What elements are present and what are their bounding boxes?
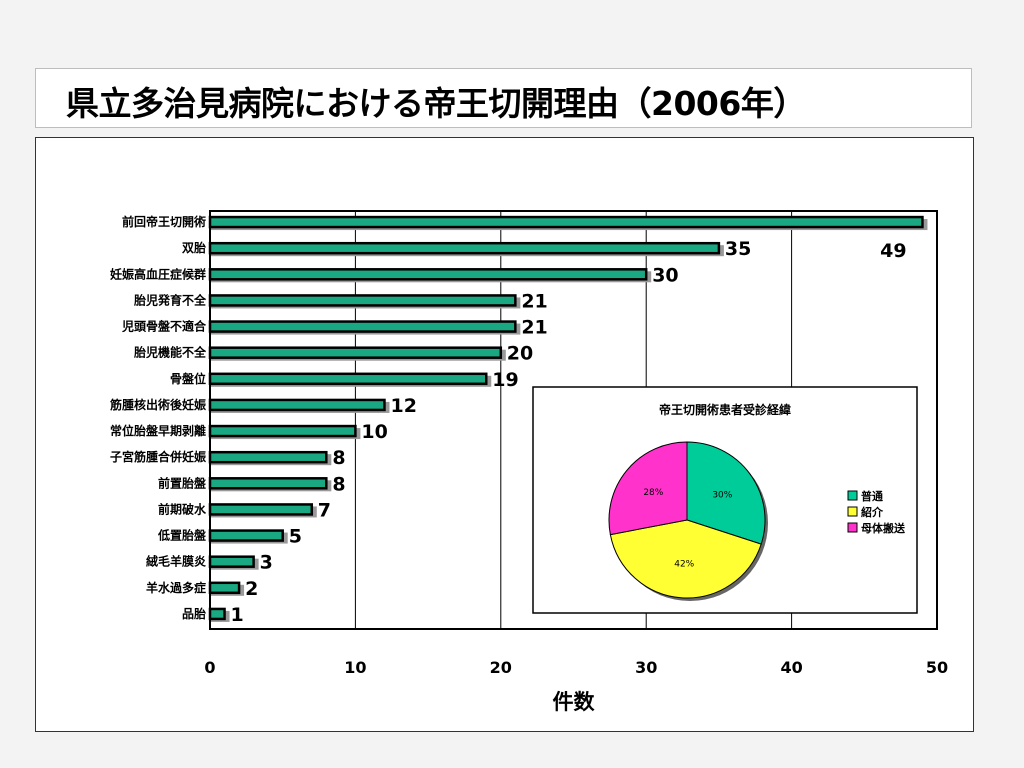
data-label: 19 bbox=[492, 369, 518, 391]
bar bbox=[208, 268, 648, 281]
x-tick-label: 0 bbox=[204, 658, 215, 677]
bar bbox=[208, 503, 314, 516]
category-label: 絨毛羊膜炎 bbox=[146, 554, 206, 569]
legend-swatch bbox=[847, 490, 858, 501]
bar bbox=[208, 241, 721, 255]
category-label: 子宮筋腫合併妊娠 bbox=[110, 449, 207, 464]
data-label: 8 bbox=[332, 473, 345, 495]
bar bbox=[208, 581, 241, 595]
pie-value-label: 30% bbox=[712, 490, 732, 500]
bar bbox=[208, 477, 328, 490]
pie-slice bbox=[608, 441, 688, 536]
legend-swatch bbox=[847, 506, 858, 517]
category-label: 前置胎盤 bbox=[158, 475, 207, 490]
data-label: 3 bbox=[260, 552, 273, 574]
category-label: 胎児発育不全 bbox=[134, 292, 207, 307]
slide-title-box: 県立多治見病院における帝王切開理由（2006年） bbox=[35, 68, 972, 128]
data-label: 2 bbox=[245, 578, 258, 600]
category-label: 筋腫核出術後妊娠 bbox=[109, 397, 207, 412]
chart-canvas: 0 10 20 30 40 50 前回帝王切開術 49 双胎 35 妊娠高血圧症候群 30 胎児発育不全… bbox=[109, 210, 948, 714]
bar bbox=[208, 372, 488, 386]
bar bbox=[208, 424, 357, 438]
category-label: 羊水過多症 bbox=[146, 580, 206, 595]
pie-slice bbox=[686, 441, 766, 545]
data-label: 21 bbox=[521, 317, 547, 339]
x-tick-label: 20 bbox=[490, 658, 512, 677]
x-tick-label: 10 bbox=[344, 658, 366, 677]
legend-label: 紹介 bbox=[861, 505, 884, 519]
category-label: 前回帝王切開術 bbox=[122, 214, 206, 229]
legend-label: 母体搬送 bbox=[861, 521, 906, 535]
bar bbox=[208, 215, 924, 229]
data-label: 7 bbox=[318, 499, 331, 521]
legend-label: 普通 bbox=[861, 489, 883, 503]
data-label: 1 bbox=[231, 604, 244, 626]
bar bbox=[208, 555, 255, 568]
pie-value-label: 28% bbox=[643, 488, 663, 498]
category-label: 妊娠高血圧症候群 bbox=[110, 266, 206, 281]
data-label: 10 bbox=[361, 421, 387, 443]
data-label: 49 bbox=[880, 240, 906, 262]
x-tick-label: 40 bbox=[780, 658, 802, 677]
x-tick-label: 30 bbox=[635, 658, 657, 677]
data-label: 8 bbox=[332, 447, 345, 469]
pie-value-label: 42% bbox=[674, 560, 694, 570]
data-label: 20 bbox=[507, 343, 533, 365]
pie-title: 帝王切開術患者受診経緯 bbox=[659, 402, 791, 417]
data-label: 21 bbox=[521, 290, 547, 312]
x-axis-title: 件数 bbox=[553, 690, 596, 714]
plot-border bbox=[209, 210, 938, 630]
data-label: 35 bbox=[725, 238, 751, 260]
bar bbox=[208, 294, 517, 307]
category-label: 前期破水 bbox=[158, 501, 207, 516]
bar bbox=[208, 529, 284, 542]
category-label: 常位胎盤早期剥離 bbox=[110, 423, 206, 438]
category-label: 児頭骨盤不適合 bbox=[121, 319, 207, 334]
bar bbox=[208, 320, 517, 333]
pie-slice bbox=[609, 519, 762, 599]
category-label: 骨盤位 bbox=[170, 371, 206, 386]
category-label: 低置胎盤 bbox=[157, 528, 207, 543]
data-label: 30 bbox=[652, 264, 678, 286]
category-label: 胎児機能不全 bbox=[134, 345, 207, 360]
category-label: 双胎 bbox=[182, 240, 206, 255]
legend-swatch bbox=[847, 522, 858, 533]
category-label: 品胎 bbox=[182, 606, 206, 621]
bar bbox=[208, 398, 386, 412]
chart-panel: 0 10 20 30 40 50 前回帝王切開術 49 双胎 35 妊娠高血圧症候群 30 胎児発育不全… bbox=[35, 137, 974, 732]
x-tick-label: 50 bbox=[926, 658, 948, 677]
bar bbox=[208, 450, 328, 464]
bar bbox=[208, 607, 226, 621]
slide-title: 県立多治見病院における帝王切開理由（2006年） bbox=[66, 84, 806, 123]
data-label: 12 bbox=[390, 395, 416, 417]
data-label: 5 bbox=[289, 526, 302, 548]
bar bbox=[208, 346, 503, 359]
